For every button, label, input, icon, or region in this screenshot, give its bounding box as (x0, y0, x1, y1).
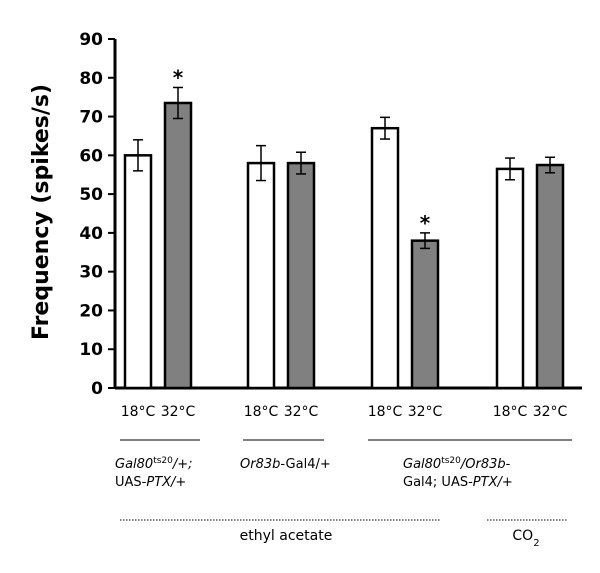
significance-marker-group1: * (173, 65, 184, 89)
genotype-label-group1-line2: UAS-PTX/+ (115, 475, 186, 490)
temp-label-group3-2: 32°C (408, 404, 443, 420)
temp-label-group1-2: 32°C (161, 404, 196, 420)
stimulus-label-2: CO2 (512, 528, 539, 549)
temp-label-group2-2: 32°C (284, 404, 319, 420)
bar-group3-low (370, 126, 400, 390)
bar-group3-high (410, 239, 440, 390)
stimulus-label-1: ethyl acetate (240, 528, 333, 544)
temp-label-group4-1: 18°C (493, 404, 528, 420)
y-tick-label-20: 20 (79, 301, 103, 321)
temp-label-group1-1: 18°C (121, 404, 156, 420)
y-tick-label-80: 80 (79, 69, 103, 89)
bar-group1-high (163, 101, 193, 390)
temp-label-group3-1: 18°C (368, 404, 403, 420)
y-axis-label: Frequency (spikes/s) (29, 84, 54, 340)
bar-group4-high (535, 163, 565, 390)
genotype-label-group2-line1: Or83b-Gal4/+ (240, 457, 331, 472)
genotype-label-group1-line1: Gal80ts20/+; (115, 456, 193, 472)
y-tick-label-40: 40 (79, 224, 103, 244)
y-tick-label-10: 10 (79, 340, 103, 360)
bar-group2-low (246, 161, 276, 390)
temp-label-group2-1: 18°C (244, 404, 279, 420)
y-tick-label-30: 30 (79, 263, 103, 283)
y-tick-label-60: 60 (79, 146, 103, 166)
y-tick-label-90: 90 (79, 30, 103, 50)
bar-group1-low (123, 154, 153, 390)
bar-group2-high (286, 161, 316, 390)
genotype-label-group3-line2: Gal4; UAS-PTX/+ (403, 475, 513, 490)
bar-group4-low (495, 167, 525, 390)
y-tick-label-70: 70 (79, 108, 103, 128)
y-tick-label-0: 0 (91, 379, 103, 399)
genotype-label-group3-line1: Gal80ts20/Or83b- (403, 456, 511, 472)
significance-marker-group3: * (420, 211, 431, 235)
temp-label-group4-2: 32°C (533, 404, 568, 420)
y-tick-label-50: 50 (79, 185, 103, 205)
